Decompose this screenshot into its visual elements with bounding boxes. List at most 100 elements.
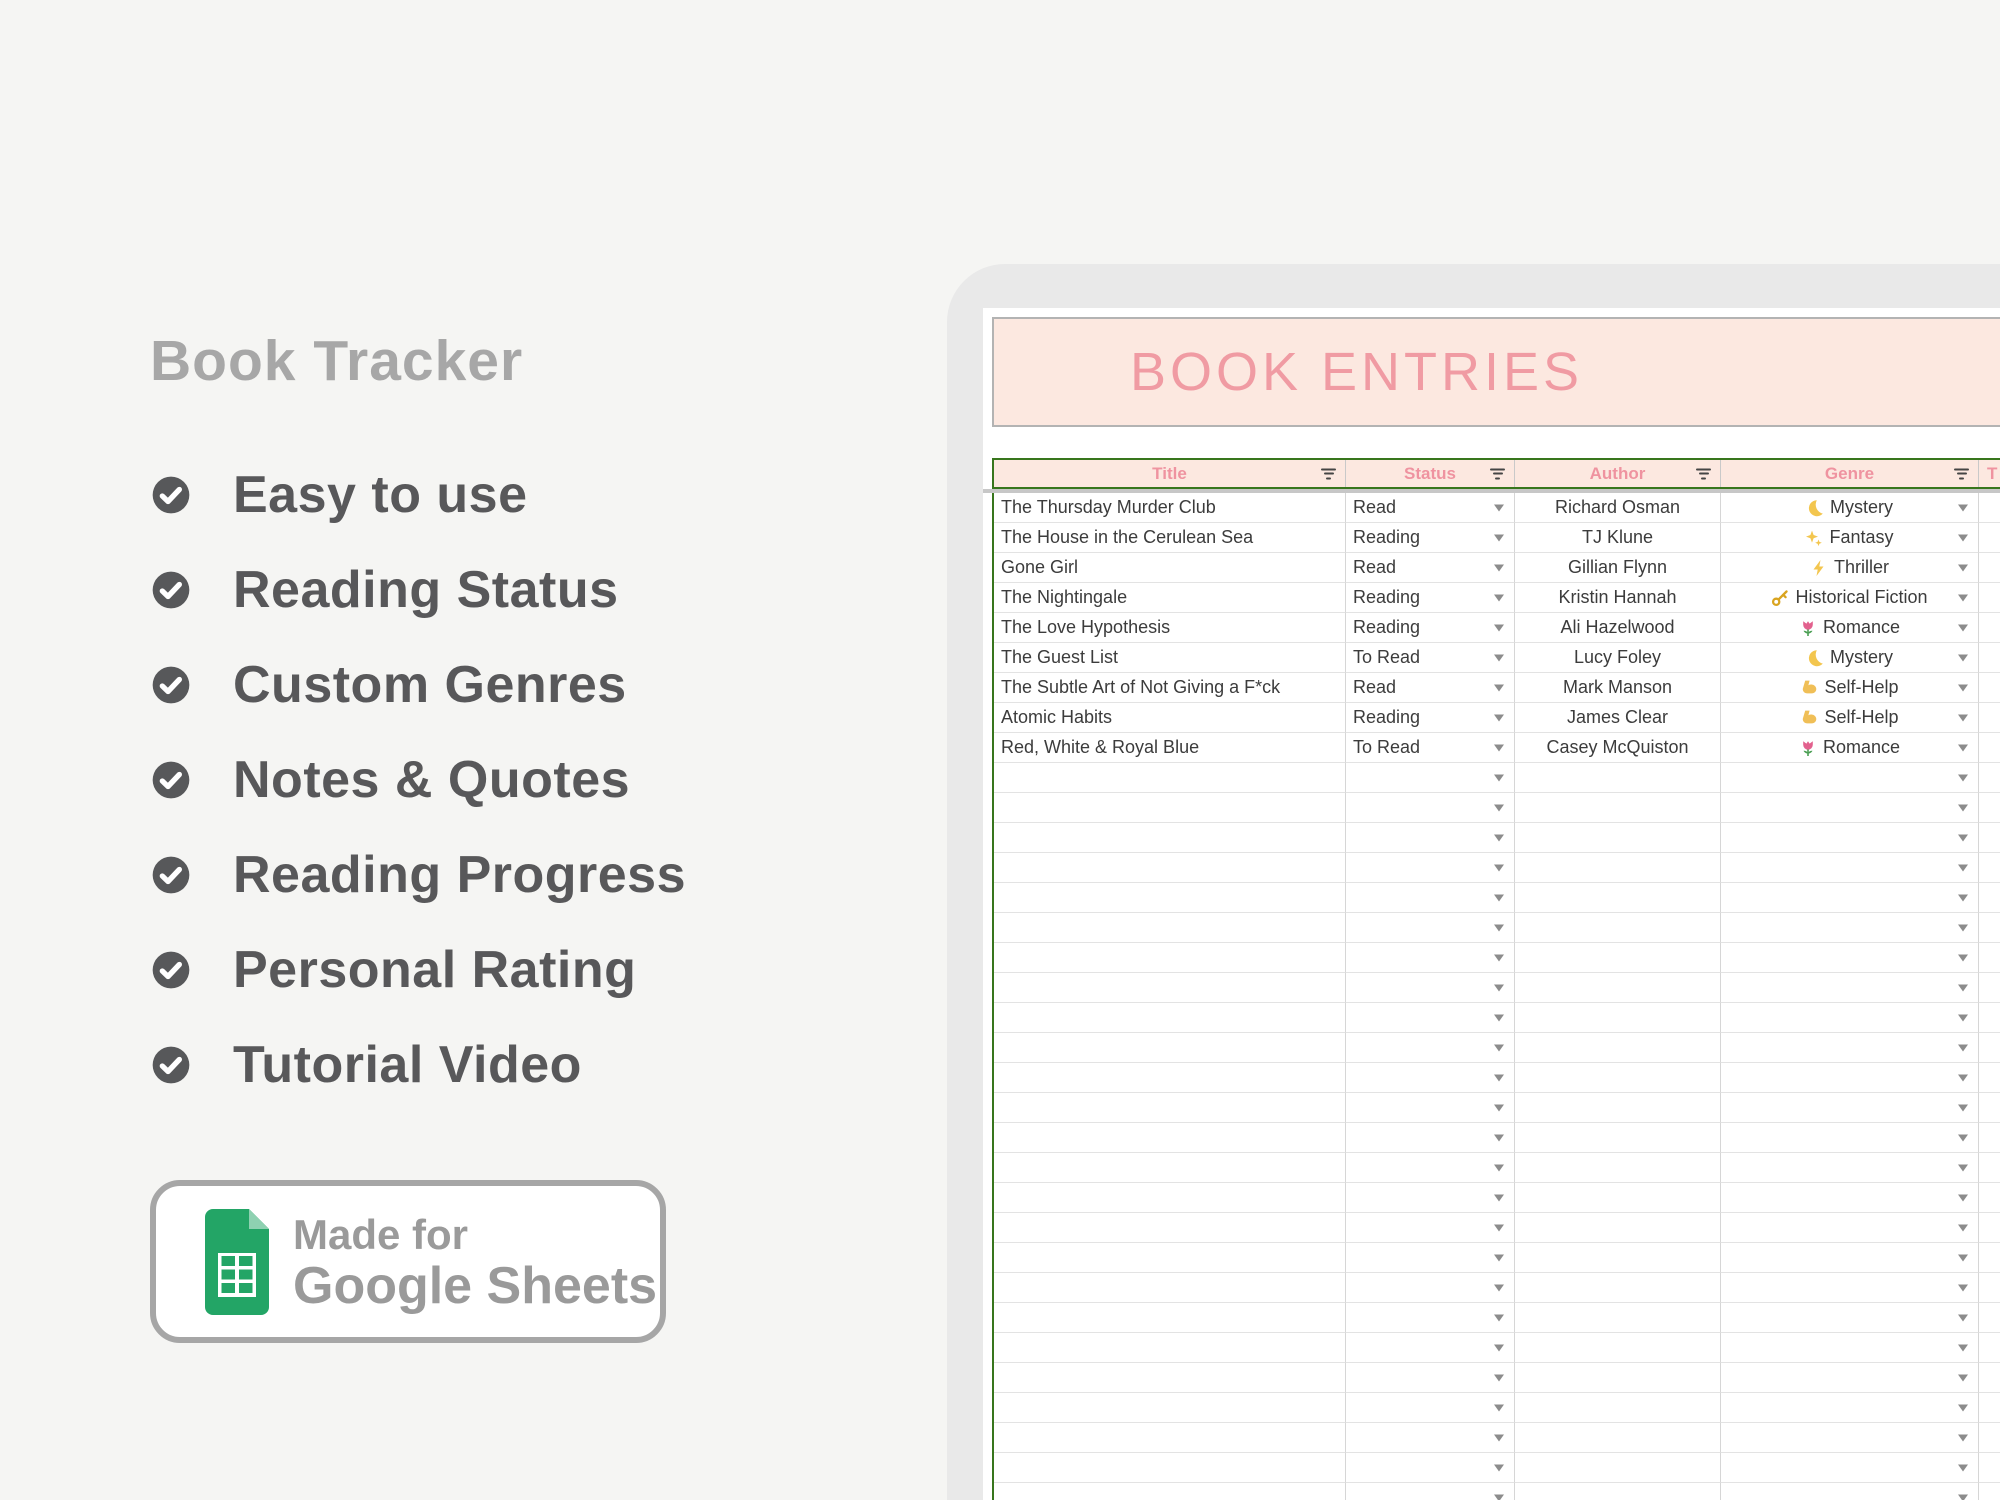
cell-author[interactable] (1515, 1453, 1721, 1483)
dropdown-arrow-icon[interactable] (1494, 1374, 1504, 1381)
cell-genre[interactable] (1721, 1033, 1979, 1063)
cell-extra[interactable] (1979, 1363, 2000, 1393)
cell-title[interactable]: The Subtle Art of Not Giving a F*ck (994, 673, 1346, 703)
cell-genre[interactable] (1721, 1363, 1979, 1393)
cell-extra[interactable] (1979, 1183, 2000, 1213)
cell-status[interactable] (1346, 1033, 1515, 1063)
dropdown-arrow-icon[interactable] (1958, 684, 1968, 691)
dropdown-arrow-icon[interactable] (1494, 654, 1504, 661)
dropdown-arrow-icon[interactable] (1958, 1194, 1968, 1201)
cell-extra[interactable] (1979, 643, 2000, 673)
cell-author[interactable] (1515, 1363, 1721, 1393)
cell-title[interactable]: The Nightingale (994, 583, 1346, 613)
dropdown-arrow-icon[interactable] (1958, 1044, 1968, 1051)
cell-status[interactable] (1346, 1003, 1515, 1033)
cell-author[interactable] (1515, 1003, 1721, 1033)
cell-author[interactable]: Mark Manson (1515, 673, 1721, 703)
cell-status[interactable] (1346, 793, 1515, 823)
dropdown-arrow-icon[interactable] (1958, 1014, 1968, 1021)
cell-author[interactable]: Ali Hazelwood (1515, 613, 1721, 643)
dropdown-arrow-icon[interactable] (1958, 924, 1968, 931)
cell-extra[interactable] (1979, 763, 2000, 793)
cell-title[interactable] (994, 943, 1346, 973)
cell-extra[interactable] (1979, 823, 2000, 853)
dropdown-arrow-icon[interactable] (1494, 1314, 1504, 1321)
dropdown-arrow-icon[interactable] (1494, 1404, 1504, 1411)
cell-status[interactable] (1346, 1423, 1515, 1453)
cell-extra[interactable] (1979, 913, 2000, 943)
dropdown-arrow-icon[interactable] (1958, 1314, 1968, 1321)
filter-icon[interactable] (1321, 468, 1336, 479)
cell-genre[interactable] (1721, 853, 1979, 883)
cell-author[interactable]: Gillian Flynn (1515, 553, 1721, 583)
cell-title[interactable] (994, 973, 1346, 1003)
cell-extra[interactable] (1979, 1423, 2000, 1453)
cell-extra[interactable] (1979, 883, 2000, 913)
dropdown-arrow-icon[interactable] (1494, 744, 1504, 751)
cell-genre[interactable]: Fantasy (1721, 523, 1979, 553)
cell-title[interactable] (994, 1183, 1346, 1213)
cell-status[interactable]: To Read (1346, 733, 1515, 763)
cell-genre[interactable]: Romance (1721, 613, 1979, 643)
cell-extra[interactable] (1979, 793, 2000, 823)
cell-author[interactable]: TJ Klune (1515, 523, 1721, 553)
cell-title[interactable] (994, 1483, 1346, 1500)
cell-title[interactable] (994, 883, 1346, 913)
cell-title[interactable]: The Guest List (994, 643, 1346, 673)
filter-icon[interactable] (1954, 468, 1969, 479)
dropdown-arrow-icon[interactable] (1494, 1104, 1504, 1111)
cell-title[interactable] (994, 1393, 1346, 1423)
cell-title[interactable] (994, 1273, 1346, 1303)
cell-extra[interactable] (1979, 1063, 2000, 1093)
dropdown-arrow-icon[interactable] (1958, 1464, 1968, 1471)
cell-title[interactable] (994, 1453, 1346, 1483)
cell-status[interactable] (1346, 1303, 1515, 1333)
dropdown-arrow-icon[interactable] (1494, 924, 1504, 931)
cell-status[interactable] (1346, 763, 1515, 793)
dropdown-arrow-icon[interactable] (1958, 624, 1968, 631)
cell-author[interactable]: Richard Osman (1515, 493, 1721, 523)
dropdown-arrow-icon[interactable] (1958, 1224, 1968, 1231)
cell-status[interactable] (1346, 1093, 1515, 1123)
cell-genre[interactable]: Mystery (1721, 643, 1979, 673)
cell-extra[interactable] (1979, 1303, 2000, 1333)
cell-title[interactable] (994, 913, 1346, 943)
dropdown-arrow-icon[interactable] (1494, 1254, 1504, 1261)
column-header-status[interactable]: Status (1346, 460, 1515, 487)
cell-author[interactable] (1515, 1333, 1721, 1363)
cell-extra[interactable] (1979, 493, 2000, 523)
cell-genre[interactable] (1721, 1123, 1979, 1153)
cell-genre[interactable] (1721, 1303, 1979, 1333)
dropdown-arrow-icon[interactable] (1958, 744, 1968, 751)
cell-extra[interactable] (1979, 973, 2000, 1003)
cell-title[interactable] (994, 853, 1346, 883)
cell-extra[interactable] (1979, 1003, 2000, 1033)
cell-status[interactable] (1346, 1243, 1515, 1273)
cell-status[interactable] (1346, 823, 1515, 853)
cell-extra[interactable] (1979, 1213, 2000, 1243)
cell-author[interactable] (1515, 1063, 1721, 1093)
cell-genre[interactable] (1721, 1453, 1979, 1483)
cell-status[interactable] (1346, 1183, 1515, 1213)
dropdown-arrow-icon[interactable] (1958, 864, 1968, 871)
cell-genre[interactable] (1721, 763, 1979, 793)
cell-genre[interactable]: Self-Help (1721, 673, 1979, 703)
cell-status[interactable] (1346, 913, 1515, 943)
cell-title[interactable] (994, 793, 1346, 823)
cell-genre[interactable] (1721, 973, 1979, 1003)
dropdown-arrow-icon[interactable] (1958, 804, 1968, 811)
cell-title[interactable] (994, 1033, 1346, 1063)
column-header-t[interactable]: T (1979, 460, 2000, 487)
dropdown-arrow-icon[interactable] (1958, 1104, 1968, 1111)
cell-author[interactable]: Kristin Hannah (1515, 583, 1721, 613)
cell-status[interactable]: Read (1346, 673, 1515, 703)
filter-icon[interactable] (1490, 468, 1505, 479)
dropdown-arrow-icon[interactable] (1958, 714, 1968, 721)
cell-genre[interactable] (1721, 1483, 1979, 1500)
cell-extra[interactable] (1979, 583, 2000, 613)
cell-extra[interactable] (1979, 853, 2000, 883)
cell-extra[interactable] (1979, 703, 2000, 733)
dropdown-arrow-icon[interactable] (1494, 1164, 1504, 1171)
cell-extra[interactable] (1979, 1033, 2000, 1063)
cell-author[interactable] (1515, 793, 1721, 823)
